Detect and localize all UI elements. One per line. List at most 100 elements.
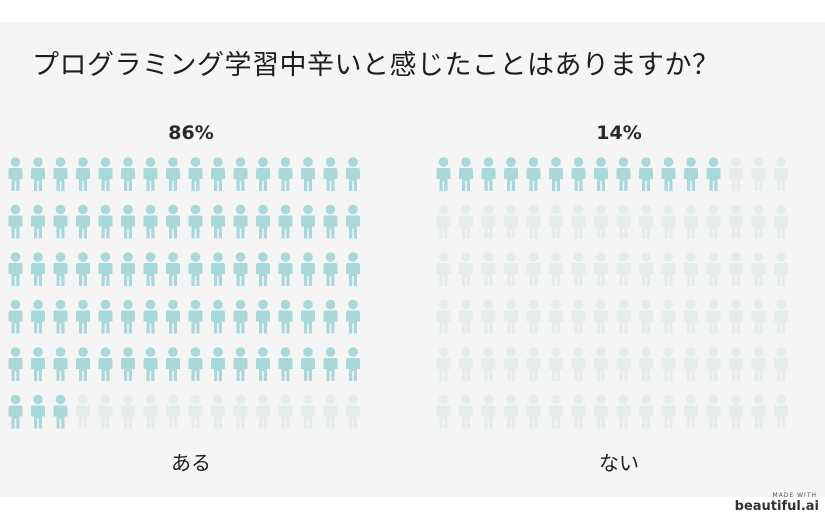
person-icon xyxy=(729,299,743,334)
person-icon xyxy=(526,252,541,286)
person-icon xyxy=(526,204,541,239)
person-icon xyxy=(729,252,743,286)
person-icon xyxy=(549,204,563,239)
person-icon xyxy=(661,252,676,286)
person-icon xyxy=(639,252,653,286)
person-icon xyxy=(98,347,113,381)
person-icon xyxy=(8,204,23,239)
person-icon xyxy=(166,157,180,191)
person-icon xyxy=(98,157,113,191)
chart-title: プログラミング学習中辛いと感じたことはありますか？ xyxy=(32,50,720,81)
person-icon xyxy=(233,394,248,429)
person-icon xyxy=(549,347,563,381)
person-icon xyxy=(481,394,496,429)
person-icon xyxy=(661,204,676,239)
person-icon xyxy=(256,157,270,191)
person-icon xyxy=(8,394,23,429)
person-icon xyxy=(729,157,743,191)
person-icon xyxy=(639,157,653,191)
person-icon xyxy=(706,299,721,334)
person-icon xyxy=(76,299,90,334)
person-icon xyxy=(53,394,68,429)
person-icon xyxy=(323,394,338,429)
person-icon xyxy=(256,299,270,334)
person-icon xyxy=(751,394,766,429)
person-icon xyxy=(188,394,203,429)
person-icon xyxy=(76,347,90,381)
person-icon xyxy=(323,252,338,286)
person-icon xyxy=(301,204,315,239)
person-icon xyxy=(706,157,721,191)
percent-label: 14% xyxy=(596,122,642,144)
person-icon xyxy=(639,347,653,381)
person-icon xyxy=(301,157,315,191)
person-icon xyxy=(346,347,360,381)
person-icon xyxy=(346,204,360,239)
person-icon xyxy=(346,394,360,429)
pictograph-panel-aru: 86% ある xyxy=(6,122,376,482)
person-icon xyxy=(76,157,90,191)
person-icon xyxy=(459,347,473,381)
person-icon xyxy=(774,252,788,286)
person-icon xyxy=(661,299,676,334)
person-icon xyxy=(616,347,631,381)
person-icon xyxy=(256,204,270,239)
person-icon xyxy=(31,299,45,334)
person-icon xyxy=(571,204,586,239)
person-icon xyxy=(98,204,113,239)
category-label: ある xyxy=(171,451,211,475)
person-icon xyxy=(751,252,766,286)
person-icon xyxy=(504,252,518,286)
person-icon xyxy=(346,252,360,286)
person-icon xyxy=(526,299,541,334)
person-icon xyxy=(121,252,135,286)
person-icon xyxy=(143,299,158,334)
person-icon xyxy=(233,252,248,286)
person-icon xyxy=(233,204,248,239)
person-icon xyxy=(526,157,541,191)
person-icon xyxy=(459,204,473,239)
person-icon xyxy=(8,299,23,334)
person-icon xyxy=(549,157,563,191)
person-icon xyxy=(31,347,45,381)
person-icon xyxy=(76,252,90,286)
person-icon xyxy=(278,157,293,191)
person-icon xyxy=(751,347,766,381)
person-icon xyxy=(323,299,338,334)
person-icon xyxy=(323,157,338,191)
person-icon xyxy=(549,299,563,334)
category-label: ない xyxy=(599,451,639,475)
person-icon xyxy=(256,252,270,286)
person-icon xyxy=(301,394,315,429)
made-with-badge[interactable]: MADE WITH beautiful.ai xyxy=(729,492,819,514)
person-icon xyxy=(121,299,135,334)
person-icon xyxy=(751,157,766,191)
person-icon xyxy=(188,299,203,334)
person-icon xyxy=(684,204,698,239)
person-icon xyxy=(166,252,180,286)
person-icon xyxy=(549,394,563,429)
person-icon xyxy=(481,157,496,191)
person-icon xyxy=(233,157,248,191)
person-icon xyxy=(31,157,45,191)
person-icon xyxy=(211,347,225,381)
person-icon xyxy=(121,157,135,191)
person-icon xyxy=(459,157,473,191)
person-icon xyxy=(31,394,45,429)
person-icon xyxy=(616,252,631,286)
person-icon xyxy=(211,204,225,239)
person-icon xyxy=(323,347,338,381)
person-icon xyxy=(639,299,653,334)
person-icon xyxy=(278,299,293,334)
person-icon xyxy=(98,394,113,429)
person-icon xyxy=(346,157,360,191)
icon-grid xyxy=(436,157,788,429)
pictograph-panel-nai: 14% ない xyxy=(434,122,804,482)
person-icon xyxy=(706,204,721,239)
person-icon xyxy=(143,252,158,286)
person-icon xyxy=(774,299,788,334)
person-icon xyxy=(774,394,788,429)
person-icon xyxy=(301,299,315,334)
person-icon xyxy=(211,394,225,429)
person-icon xyxy=(729,204,743,239)
